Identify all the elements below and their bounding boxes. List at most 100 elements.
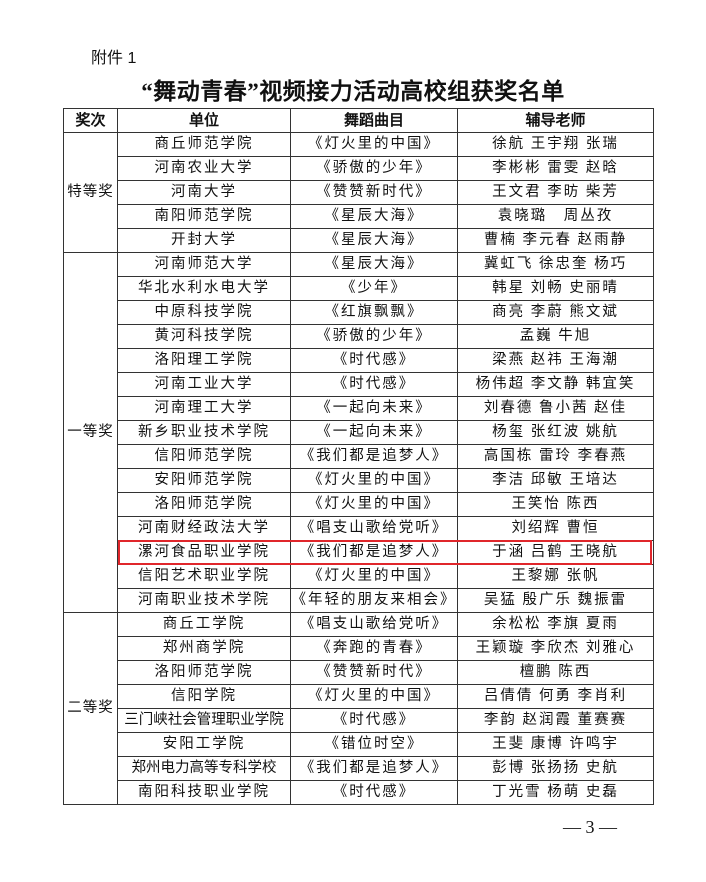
- unit-cell: 南阳师范学院: [117, 204, 291, 229]
- teachers-cell: 冀虹飞 徐忠奎 杨巧: [457, 252, 654, 277]
- teachers-cell: 李彬彬 雷雯 赵晗: [457, 156, 654, 181]
- attachment-label: 附件 1: [91, 50, 137, 67]
- table-row: 信阳师范学院 《我们都是追梦人》 高国栋 雷玲 李春燕: [64, 444, 654, 469]
- dance-cell: 《骄傲的少年》: [290, 324, 458, 349]
- table-row: 南阳科技职业学院 《时代感》 丁光雪 杨萌 史磊: [64, 780, 654, 805]
- unit-cell: 三门峡社会管理职业学院: [117, 708, 291, 733]
- teachers-cell: 梁燕 赵祎 王海潮: [457, 348, 654, 373]
- unit-cell: 河南师范大学: [117, 252, 291, 277]
- table-row: 河南农业大学 《骄傲的少年》 李彬彬 雷雯 赵晗: [64, 156, 654, 181]
- dance-cell: 《灯火里的中国》: [290, 564, 458, 589]
- unit-cell: 安阳师范学院: [117, 468, 291, 493]
- table-row: 洛阳师范学院 《灯火里的中国》 王笑怡 陈西: [64, 492, 654, 517]
- unit-cell: 洛阳师范学院: [117, 492, 291, 517]
- award-cell: 一等奖: [63, 252, 118, 613]
- award-cell: 二等奖: [63, 612, 118, 805]
- unit-cell: 信阳艺术职业学院: [117, 564, 291, 589]
- teachers-cell: 刘春德 鲁小茜 赵佳: [457, 396, 654, 421]
- table-row: 郑州商学院 《奔跑的青春》 王颖璇 李欣杰 刘雅心: [64, 636, 654, 661]
- teachers-cell: 杨玺 张红波 姚航: [457, 420, 654, 445]
- dance-cell: 《时代感》: [290, 372, 458, 397]
- dance-cell: 《唱支山歌给党听》: [290, 516, 458, 541]
- teachers-cell: 曹楠 李元春 赵雨静: [457, 228, 654, 253]
- teachers-cell: 于涵 吕鹤 王晓航: [457, 540, 654, 565]
- dance-cell: 《时代感》: [290, 348, 458, 373]
- dance-cell: 《一起向未来》: [290, 396, 458, 421]
- dance-cell: 《赞赞新时代》: [290, 180, 458, 205]
- dance-cell: 《骄傲的少年》: [290, 156, 458, 181]
- teachers-cell: 王斐 康博 许鸣宇: [457, 732, 654, 757]
- header-award: 奖次: [63, 108, 118, 133]
- teachers-cell: 王颖璇 李欣杰 刘雅心: [457, 636, 654, 661]
- table-row: 洛阳师范学院 《赞赞新时代》 檀鹏 陈西: [64, 660, 654, 685]
- unit-cell: 信阳师范学院: [117, 444, 291, 469]
- teachers-cell: 杨伟超 李文静 韩宜笑: [457, 372, 654, 397]
- dance-cell: 《唱支山歌给党听》: [290, 612, 458, 637]
- table-row: 河南职业技术学院 《年轻的朋友来相会》 吴猛 殷广乐 魏振雷: [64, 588, 654, 613]
- unit-cell: 河南理工大学: [117, 396, 291, 421]
- dance-cell: 《年轻的朋友来相会》: [290, 588, 458, 613]
- table-row: 南阳师范学院 《星辰大海》 袁晓璐 周丛孜: [64, 204, 654, 229]
- dance-cell: 《灯火里的中国》: [290, 492, 458, 517]
- table-row: 洛阳理工学院 《时代感》 梁燕 赵祎 王海潮: [64, 348, 654, 373]
- dance-cell: 《赞赞新时代》: [290, 660, 458, 685]
- dance-cell: 《我们都是追梦人》: [290, 756, 458, 781]
- teachers-cell: 吴猛 殷广乐 魏振雷: [457, 588, 654, 613]
- teachers-cell: 王黎娜 张帆: [457, 564, 654, 589]
- dance-cell: 《红旗飘飘》: [290, 300, 458, 325]
- unit-cell: 南阳科技职业学院: [117, 780, 291, 805]
- unit-cell: 河南职业技术学院: [117, 588, 291, 613]
- unit-cell: 信阳学院: [117, 684, 291, 709]
- unit-cell: 商丘工学院: [117, 612, 291, 637]
- table-row: 河南财经政法大学 《唱支山歌给党听》 刘绍辉 曹恒: [64, 516, 654, 541]
- unit-cell: 商丘师范学院: [117, 132, 291, 157]
- unit-cell: 开封大学: [117, 228, 291, 253]
- teachers-cell: 檀鹏 陈西: [457, 660, 654, 685]
- teachers-cell: 徐航 王宇翔 张瑞: [457, 132, 654, 157]
- teachers-cell: 韩星 刘畅 史丽晴: [457, 276, 654, 301]
- dance-cell: 《星辰大海》: [290, 228, 458, 253]
- teachers-cell: 李洁 邱敏 王培达: [457, 468, 654, 493]
- table-row: 信阳学院 《灯火里的中国》 吕倩倩 何勇 李肖利: [64, 684, 654, 709]
- unit-cell: 河南大学: [117, 180, 291, 205]
- table-row: 河南工业大学 《时代感》 杨伟超 李文静 韩宜笑: [64, 372, 654, 397]
- unit-cell: 华北水利水电大学: [117, 276, 291, 301]
- unit-cell: 河南农业大学: [117, 156, 291, 181]
- dance-cell: 《灯火里的中国》: [290, 468, 458, 493]
- unit-cell: 漯河食品职业学院: [117, 540, 291, 565]
- teachers-cell: 吕倩倩 何勇 李肖利: [457, 684, 654, 709]
- dance-cell: 《灯火里的中国》: [290, 684, 458, 709]
- dance-cell: 《星辰大海》: [290, 204, 458, 229]
- table-row: 安阳工学院 《错位时空》 王斐 康博 许鸣宇: [64, 732, 654, 757]
- teachers-cell: 王文君 李昉 柴芳: [457, 180, 654, 205]
- dance-cell: 《奔跑的青春》: [290, 636, 458, 661]
- table-row: 新乡职业技术学院 《一起向未来》 杨玺 张红波 姚航: [64, 420, 654, 445]
- header-dance: 舞蹈曲目: [290, 108, 458, 133]
- unit-cell: 洛阳师范学院: [117, 660, 291, 685]
- award-table: 奖次 单位 舞蹈曲目 辅导老师 特等奖 商丘师范学院 《灯火里的中国》 徐航 王宇翔 …: [63, 108, 654, 805]
- header-teachers: 辅导老师: [457, 108, 654, 133]
- table-row: 河南大学 《赞赞新时代》 王文君 李昉 柴芳: [64, 180, 654, 205]
- table-row: 特等奖 商丘师范学院 《灯火里的中国》 徐航 王宇翔 张瑞: [63, 132, 654, 253]
- teachers-cell: 彭博 张扬扬 史航: [457, 756, 654, 781]
- dance-cell: 《我们都是追梦人》: [290, 540, 458, 565]
- dance-cell: 《我们都是追梦人》: [290, 444, 458, 469]
- table-row: 安阳师范学院 《灯火里的中国》 李洁 邱敏 王培达: [64, 468, 654, 493]
- dance-cell: 《时代感》: [290, 780, 458, 805]
- table-row: 三门峡社会管理职业学院 《时代感》 李韵 赵润霞 董赛赛: [64, 708, 654, 733]
- dance-cell: 《错位时空》: [290, 732, 458, 757]
- table-row: 信阳艺术职业学院 《灯火里的中国》 王黎娜 张帆: [64, 564, 654, 589]
- dance-cell: 《一起向未来》: [290, 420, 458, 445]
- table-row: 一等奖 河南师范大学 《星辰大海》 冀虹飞 徐忠奎 杨巧: [63, 252, 654, 613]
- unit-cell: 安阳工学院: [117, 732, 291, 757]
- unit-cell: 洛阳理工学院: [117, 348, 291, 373]
- teachers-cell: 余松松 李旗 夏雨: [457, 612, 654, 637]
- table-row: 黄河科技学院 《骄傲的少年》 孟巍 牛旭: [64, 324, 654, 349]
- unit-cell: 黄河科技学院: [117, 324, 291, 349]
- teachers-cell: 袁晓璐 周丛孜: [457, 204, 654, 229]
- teachers-cell: 李韵 赵润霞 董赛赛: [457, 708, 654, 733]
- unit-cell: 郑州电力高等专科学校: [117, 756, 291, 781]
- page-number: — 3 —: [563, 817, 617, 837]
- dance-cell: 《时代感》: [290, 708, 458, 733]
- table-row: 中原科技学院 《红旗飘飘》 商亮 李蔚 熊文斌: [64, 300, 654, 325]
